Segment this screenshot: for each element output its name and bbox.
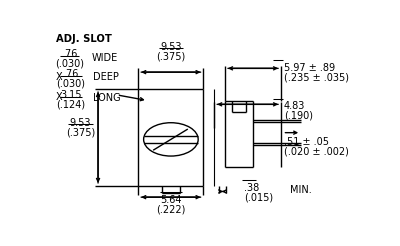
- Text: 3.15: 3.15: [60, 90, 82, 100]
- Text: (.015): (.015): [244, 192, 273, 202]
- Text: (.375): (.375): [66, 127, 95, 137]
- Text: .51 ± .05: .51 ± .05: [284, 138, 329, 148]
- Text: WIDE: WIDE: [92, 53, 118, 63]
- Text: MIN.: MIN.: [290, 185, 312, 195]
- Text: (.235 ± .035): (.235 ± .035): [284, 72, 349, 82]
- Text: (.020 ± .002): (.020 ± .002): [284, 147, 349, 157]
- Text: (.190): (.190): [284, 111, 313, 121]
- Text: (.030): (.030): [55, 59, 84, 69]
- Text: 9.53: 9.53: [70, 118, 91, 128]
- Text: ADJ. SLOT: ADJ. SLOT: [56, 34, 112, 44]
- Text: 5.97 ± .89: 5.97 ± .89: [284, 63, 335, 73]
- Text: LONG: LONG: [94, 93, 121, 103]
- Text: DEEP: DEEP: [94, 72, 119, 82]
- Text: X: X: [56, 72, 62, 82]
- Text: 5.64: 5.64: [160, 195, 182, 205]
- Text: .38: .38: [244, 183, 259, 193]
- Text: .76: .76: [63, 69, 79, 79]
- Text: (.124): (.124): [56, 100, 86, 110]
- Text: (.030): (.030): [56, 79, 86, 89]
- Text: .76: .76: [62, 49, 77, 60]
- Text: 9.53: 9.53: [160, 42, 182, 52]
- Text: X: X: [56, 92, 62, 102]
- Text: 4.83: 4.83: [284, 102, 306, 111]
- Text: (.375): (.375): [156, 51, 186, 61]
- Text: (.222): (.222): [156, 205, 186, 215]
